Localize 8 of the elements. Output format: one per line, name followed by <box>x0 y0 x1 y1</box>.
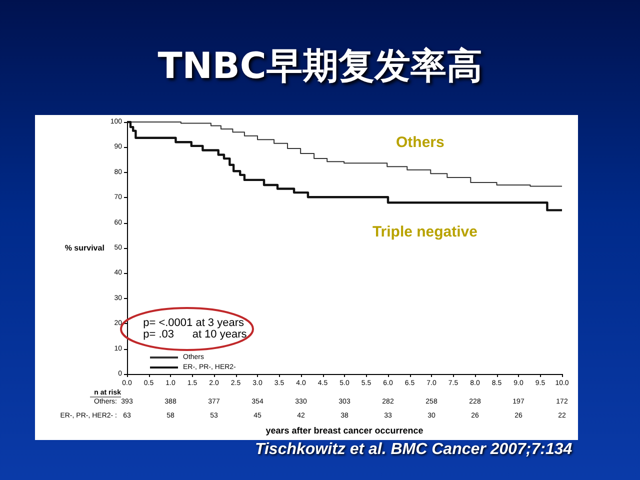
annotation: Others <box>396 134 444 152</box>
annotation: Triple negative <box>372 223 478 240</box>
x-axis-title: years after breast cancer occurrence <box>266 426 424 436</box>
annotation: p= <.0001 at 3 years <box>143 317 244 330</box>
y-axis-title: % survival <box>64 244 104 252</box>
text: Tischkowitz et al. BMC Cancer 2007;7:134 <box>255 441 572 459</box>
annotation: p= .03 at 10 years <box>143 328 248 341</box>
chart-title: TNBC早期复发率高 <box>156 45 484 89</box>
